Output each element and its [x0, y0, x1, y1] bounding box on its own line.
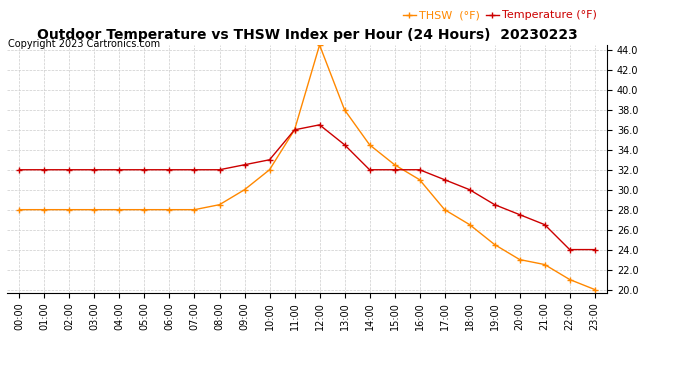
Temperature (°F) [190, 168, 199, 172]
Temperature (°F) [90, 168, 99, 172]
Temperature (°F) [491, 202, 499, 207]
Temperature (°F) [415, 168, 424, 172]
Line: THSW  (°F): THSW (°F) [17, 42, 598, 292]
THSW  (°F) [466, 222, 474, 227]
Temperature (°F) [391, 168, 399, 172]
Temperature (°F) [15, 168, 23, 172]
THSW  (°F) [115, 207, 124, 212]
THSW  (°F) [90, 207, 99, 212]
THSW  (°F) [491, 242, 499, 247]
THSW  (°F) [391, 162, 399, 167]
Temperature (°F) [40, 168, 48, 172]
THSW  (°F) [190, 207, 199, 212]
Text: Copyright 2023 Cartronics.com: Copyright 2023 Cartronics.com [8, 39, 160, 50]
THSW  (°F) [290, 128, 299, 132]
Title: Outdoor Temperature vs THSW Index per Hour (24 Hours)  20230223: Outdoor Temperature vs THSW Index per Ho… [37, 28, 578, 42]
Temperature (°F) [466, 188, 474, 192]
Line: Temperature (°F): Temperature (°F) [17, 122, 598, 252]
THSW  (°F) [540, 262, 549, 267]
Temperature (°F) [515, 212, 524, 217]
THSW  (°F) [66, 207, 74, 212]
THSW  (°F) [215, 202, 224, 207]
Temperature (°F) [115, 168, 124, 172]
Temperature (°F) [366, 168, 374, 172]
THSW  (°F) [366, 142, 374, 147]
Temperature (°F) [266, 158, 274, 162]
THSW  (°F) [566, 277, 574, 282]
THSW  (°F) [166, 207, 174, 212]
Temperature (°F) [290, 128, 299, 132]
Temperature (°F) [166, 168, 174, 172]
Temperature (°F) [566, 248, 574, 252]
THSW  (°F) [266, 168, 274, 172]
Temperature (°F) [340, 142, 348, 147]
THSW  (°F) [140, 207, 148, 212]
Temperature (°F) [540, 222, 549, 227]
THSW  (°F) [40, 207, 48, 212]
THSW  (°F) [15, 207, 23, 212]
Temperature (°F) [66, 168, 74, 172]
Temperature (°F) [215, 168, 224, 172]
Temperature (°F) [591, 248, 599, 252]
Temperature (°F) [440, 177, 449, 182]
THSW  (°F) [415, 177, 424, 182]
THSW  (°F) [315, 43, 324, 47]
Temperature (°F) [315, 123, 324, 127]
Temperature (°F) [240, 162, 248, 167]
THSW  (°F) [591, 287, 599, 292]
Temperature (°F) [140, 168, 148, 172]
THSW  (°F) [440, 207, 449, 212]
Legend: THSW  (°F), Temperature (°F): THSW (°F), Temperature (°F) [398, 6, 602, 25]
THSW  (°F) [240, 188, 248, 192]
THSW  (°F) [340, 108, 348, 112]
THSW  (°F) [515, 257, 524, 262]
